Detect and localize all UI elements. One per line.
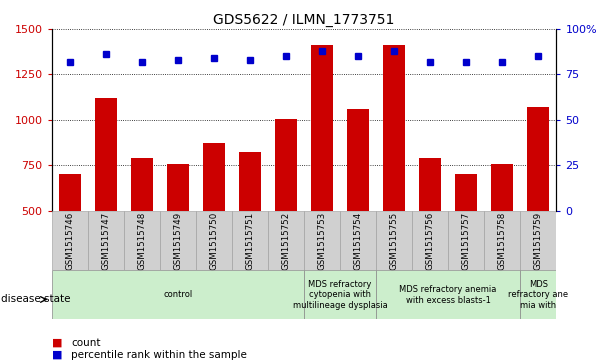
Text: GSM1515747: GSM1515747 bbox=[102, 211, 110, 270]
Text: GSM1515752: GSM1515752 bbox=[282, 211, 291, 270]
Bar bbox=[376, 211, 412, 270]
Bar bbox=[52, 270, 304, 319]
Bar bbox=[520, 211, 556, 270]
Bar bbox=[95, 98, 117, 301]
Text: GSM1515753: GSM1515753 bbox=[317, 211, 326, 270]
Bar bbox=[484, 211, 520, 270]
Text: GSM1515754: GSM1515754 bbox=[354, 211, 362, 270]
Bar bbox=[412, 211, 448, 270]
Bar bbox=[491, 164, 513, 301]
Text: percentile rank within the sample: percentile rank within the sample bbox=[71, 350, 247, 360]
Bar bbox=[275, 119, 297, 301]
Bar bbox=[455, 174, 477, 301]
Text: GSM1515757: GSM1515757 bbox=[461, 211, 471, 270]
Bar bbox=[420, 158, 441, 301]
Bar bbox=[59, 174, 80, 301]
Text: GSM1515758: GSM1515758 bbox=[498, 211, 506, 270]
Bar bbox=[340, 211, 376, 270]
Bar bbox=[528, 107, 549, 301]
Bar bbox=[196, 211, 232, 270]
Text: disease state: disease state bbox=[1, 294, 71, 305]
Text: GSM1515751: GSM1515751 bbox=[246, 211, 254, 270]
Bar bbox=[376, 270, 520, 319]
Bar bbox=[52, 211, 88, 270]
Bar bbox=[304, 211, 340, 270]
Text: GSM1515749: GSM1515749 bbox=[173, 211, 182, 270]
Text: MDS
refractory ane
mia with: MDS refractory ane mia with bbox=[508, 280, 568, 310]
Bar bbox=[268, 211, 304, 270]
Title: GDS5622 / ILMN_1773751: GDS5622 / ILMN_1773751 bbox=[213, 13, 395, 26]
Bar bbox=[232, 211, 268, 270]
Text: GSM1515756: GSM1515756 bbox=[426, 211, 435, 270]
Bar bbox=[239, 152, 261, 301]
Text: GSM1515746: GSM1515746 bbox=[65, 211, 74, 270]
Bar bbox=[203, 143, 225, 301]
Text: count: count bbox=[71, 338, 101, 348]
Text: GSM1515750: GSM1515750 bbox=[209, 211, 218, 270]
Text: ■: ■ bbox=[52, 338, 62, 348]
Text: control: control bbox=[163, 290, 193, 299]
Text: ■: ■ bbox=[52, 350, 62, 360]
Text: MDS refractory
cytopenia with
multilineage dysplasia: MDS refractory cytopenia with multilinea… bbox=[292, 280, 387, 310]
Bar bbox=[347, 109, 369, 301]
Text: GSM1515748: GSM1515748 bbox=[137, 211, 147, 270]
Text: MDS refractory anemia
with excess blasts-1: MDS refractory anemia with excess blasts… bbox=[399, 285, 497, 305]
Bar bbox=[304, 270, 376, 319]
Bar bbox=[124, 211, 160, 270]
Bar bbox=[88, 211, 124, 270]
Bar bbox=[383, 45, 405, 301]
Bar bbox=[520, 270, 556, 319]
Bar bbox=[167, 164, 188, 301]
Text: GSM1515759: GSM1515759 bbox=[534, 211, 543, 270]
Bar bbox=[311, 45, 333, 301]
Bar bbox=[131, 158, 153, 301]
Bar bbox=[448, 211, 484, 270]
Text: GSM1515755: GSM1515755 bbox=[390, 211, 399, 270]
Bar bbox=[160, 211, 196, 270]
